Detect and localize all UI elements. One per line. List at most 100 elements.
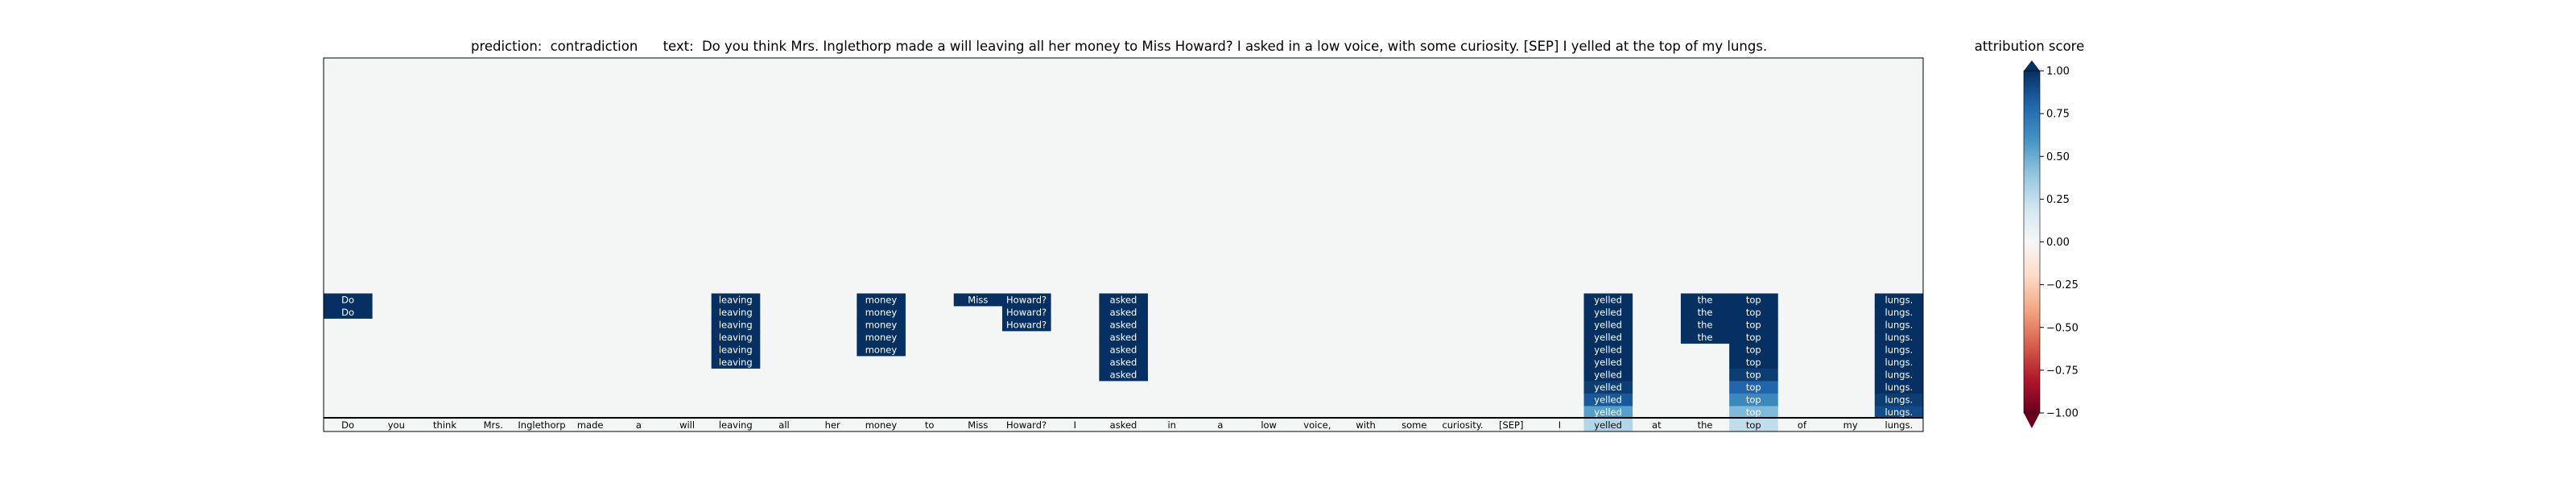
heatmap-cell-label: lungs. [1885, 307, 1913, 318]
colorbar-tick-label: 0.75 [2046, 109, 2070, 121]
heatmap-cell [1874, 318, 1924, 332]
heatmap-cell [1583, 356, 1633, 369]
heatmap-cell-label: Howard? [1006, 319, 1046, 330]
heatmap-cell [1099, 343, 1149, 357]
heatmap-cell-label: leaving [719, 357, 753, 368]
colorbar-tick-label: 0.00 [2046, 237, 2070, 249]
heatmap-cell [1729, 356, 1778, 369]
heatmap-cell-label: yelled [1594, 357, 1622, 368]
heatmap-cell [1729, 343, 1778, 357]
heatmap-cell [1874, 406, 1924, 419]
heatmap-cell-label: top [1746, 344, 1761, 355]
title-text-value: Do you think Mrs. Inglethorp made a will… [702, 39, 1767, 54]
heatmap-cell [324, 293, 373, 307]
x-tick-label: to [925, 419, 935, 431]
x-tick-label: a [636, 419, 642, 431]
heatmap-cell-label: lungs. [1885, 294, 1913, 305]
heatmap-cell [1099, 306, 1149, 319]
heatmap-cell-label: top [1746, 382, 1761, 393]
heatmap-cell [1099, 318, 1149, 332]
heatmap-cell-label: Miss [968, 294, 988, 305]
heatmap-cell [1729, 306, 1778, 319]
colorbar-tick-label: 1.00 [2046, 66, 2070, 78]
colorbar-tick-label: −0.75 [2046, 365, 2079, 377]
heatmap-cell-label: yelled [1594, 382, 1622, 393]
x-tick-label: the [1698, 419, 1713, 431]
heatmap-cell [1583, 293, 1633, 307]
heatmap-cell-label: leaving [719, 344, 753, 355]
heatmap-cell-label: money [865, 294, 898, 305]
heatmap-cell-label: leaving [719, 294, 753, 305]
heatmap-cell [1583, 406, 1633, 419]
chart-title: prediction: contradiction text: Do you t… [471, 39, 1767, 54]
x-tick-label: yelled [1594, 419, 1622, 431]
x-tick-label: Do [341, 419, 354, 431]
heatmap-cell [1583, 318, 1633, 332]
heatmap-cell-label: lungs. [1885, 344, 1913, 355]
heatmap-cell [857, 343, 906, 357]
heatmap-cell [1874, 331, 1924, 344]
title-prediction-label: prediction: [471, 39, 542, 54]
x-tick-label: [SEP] [1499, 419, 1523, 431]
heatmap-cell-label: leaving [719, 319, 753, 330]
heatmap-cell-label: Do [341, 307, 354, 318]
heatmap-cell [1680, 306, 1730, 319]
x-tick-label: some [1402, 419, 1426, 431]
heatmap-cell [1583, 418, 1633, 431]
heatmap-cell-label: lungs. [1885, 319, 1913, 330]
heatmap-cell-label: Howard? [1006, 307, 1046, 318]
x-tick-label: Howard? [1006, 419, 1046, 431]
heatmap-cell [857, 306, 906, 319]
heatmap-cell [1001, 293, 1051, 307]
heatmap-cell [1874, 306, 1924, 319]
heatmap-cell [1001, 306, 1051, 319]
heatmap-cell [1583, 381, 1633, 394]
heatmap-cell [1874, 393, 1924, 407]
heatmap-cell [1874, 368, 1924, 382]
heatmap-cell [711, 318, 761, 332]
heatmap-cell-label: lungs. [1885, 407, 1913, 418]
x-tick-label: with [1356, 419, 1375, 431]
heatmap-cell [1874, 343, 1924, 357]
heatmap-cell [1001, 318, 1051, 332]
x-tick-label: leaving [719, 419, 753, 431]
heatmap-cell-label: top [1746, 307, 1761, 318]
x-tick-label: low [1261, 419, 1277, 431]
plot-area-frame [323, 57, 1924, 432]
heatmap-cell [1583, 331, 1633, 344]
heatmap-cell [711, 343, 761, 357]
x-tick-label: Miss [968, 419, 988, 431]
heatmap-cell [1680, 293, 1730, 307]
heatmap-cell-label: lungs. [1885, 357, 1913, 368]
heatmap-cell-label: top [1746, 294, 1761, 305]
x-tick-label: my [1843, 419, 1858, 431]
heatmap-cell-label: asked [1110, 369, 1137, 380]
x-tick-label: a [1217, 419, 1223, 431]
heatmap-cell [1729, 418, 1778, 431]
x-tick-label: asked [1110, 419, 1137, 431]
heatmap-cell-label: yelled [1594, 419, 1622, 430]
heatmap-cell [1729, 406, 1778, 419]
title-prediction-value: contradiction [551, 39, 638, 54]
heatmap-cell-label: top [1746, 407, 1761, 418]
heatmap-cell-label: leaving [719, 332, 753, 343]
x-axis-ticks: Do you think Mrs. Inglethorp made a will leaving… [341, 419, 1913, 431]
heatmap-cell-label: money [865, 307, 898, 318]
heatmap-cell [711, 306, 761, 319]
heatmap-cell-label: Howard? [1006, 294, 1046, 305]
colorbar-tick-label: 0.50 [2046, 151, 2070, 163]
heatmap-cell [857, 293, 906, 307]
heatmap-cell-label: yelled [1594, 294, 1622, 305]
heatmap-cell [857, 318, 906, 332]
heatmap-cell-label: asked [1110, 294, 1137, 305]
x-tick-label: curiosity. [1442, 419, 1483, 431]
heatmap-cell [1680, 331, 1730, 344]
heatmap-cell [1729, 381, 1778, 394]
heatmap-cell-label: asked [1110, 332, 1137, 343]
heatmap-cell-label: lungs. [1885, 332, 1913, 343]
heatmap-cell-label: leaving [719, 307, 753, 318]
heatmap-cell-label: Do [341, 294, 354, 305]
x-tick-label: of [1798, 419, 1807, 431]
colorbar-tick-label: −0.25 [2046, 279, 2079, 291]
